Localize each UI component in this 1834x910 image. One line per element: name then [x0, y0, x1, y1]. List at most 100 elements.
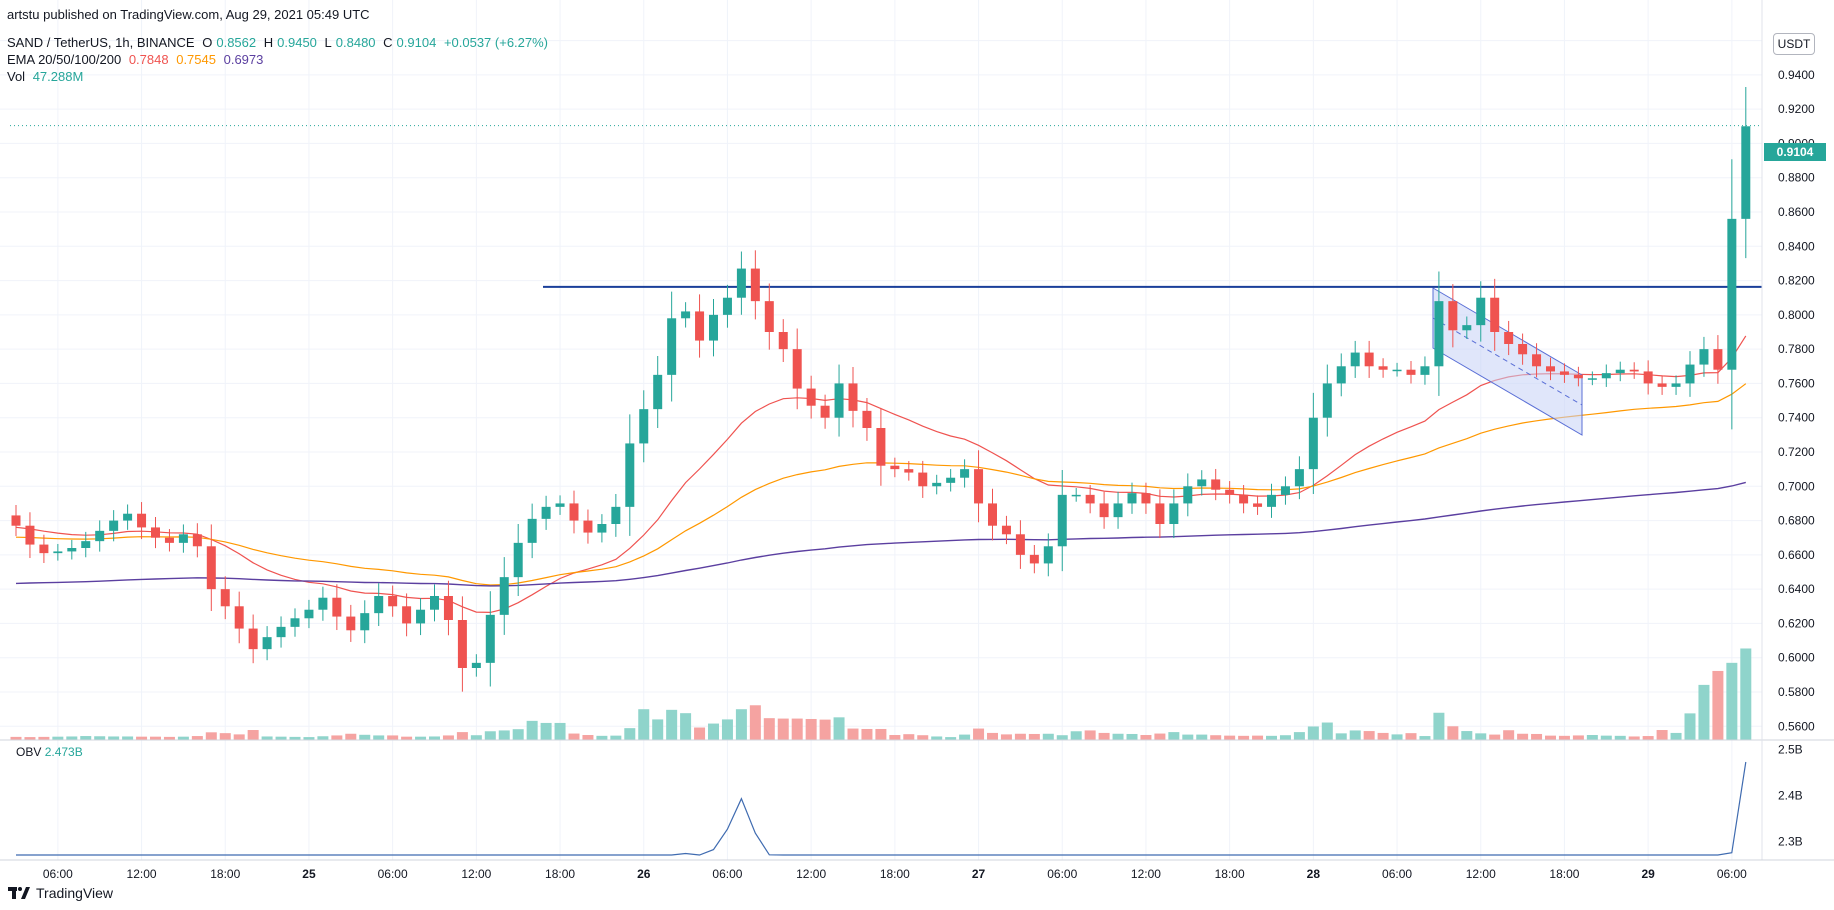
candle-body	[1113, 503, 1123, 518]
volume-bar	[721, 719, 733, 740]
volume-bar	[1307, 726, 1319, 740]
volume-bar	[1321, 722, 1333, 740]
channel-midline	[1432, 317, 1583, 406]
candle-body	[1099, 503, 1109, 518]
symbol-legend[interactable]: SAND / TetherUS, 1h, BINANCE O 0.8562 H 0.…	[7, 35, 552, 50]
price-tick-label: 0.8200	[1778, 274, 1815, 288]
candle-body	[960, 469, 970, 478]
tradingview-brand[interactable]: TradingView	[8, 885, 113, 901]
volume-bar	[833, 717, 845, 740]
time-tick-label: 12:00	[1131, 867, 1161, 881]
volume-bar	[1461, 731, 1473, 740]
candle-body	[25, 525, 35, 545]
candle-body	[862, 410, 872, 428]
obv-label: OBV	[16, 745, 42, 759]
volume-bar	[1182, 734, 1194, 740]
volume-bar	[791, 718, 803, 740]
candle-body	[1532, 354, 1542, 367]
volume-bar	[303, 737, 315, 740]
candle-body	[1043, 546, 1053, 564]
candle-body	[946, 477, 956, 483]
obv-axis: 2.3B 2.4B 2.5B	[1778, 743, 1803, 849]
candle-body	[750, 268, 760, 302]
candle-body	[123, 513, 133, 521]
volume-bar	[875, 728, 887, 740]
candle-body	[178, 534, 188, 543]
price-tick-label: 0.6800	[1778, 514, 1815, 528]
candle-body	[583, 520, 593, 533]
candle-body	[722, 297, 732, 315]
open-value: 0.8562	[216, 35, 257, 50]
candle-body	[1183, 486, 1193, 504]
volume-bar	[889, 735, 901, 740]
volume-bar	[442, 735, 454, 740]
last-price-tag: 0.9104	[1764, 143, 1826, 161]
candle-body	[764, 301, 774, 332]
candle-body	[53, 551, 63, 554]
volume-bar	[1614, 735, 1626, 740]
candle-body	[67, 548, 77, 552]
candle-body	[374, 596, 384, 614]
volume-bar	[191, 736, 203, 740]
volume-bar	[1740, 648, 1752, 740]
time-tick-label: 06:00	[712, 867, 742, 881]
time-tick-label: 12:00	[127, 867, 157, 881]
volume-bar	[1447, 726, 1459, 740]
volume-bar	[80, 736, 92, 740]
ema-legend[interactable]: EMA 20/50/100/200 0.7848 0.7545 0.6973	[7, 52, 267, 67]
currency-button[interactable]: USDT	[1773, 33, 1815, 55]
candle-body	[1546, 366, 1555, 372]
volume-bar	[680, 713, 692, 740]
candle-body	[806, 388, 816, 406]
candle-body	[151, 527, 160, 538]
candle-body	[918, 472, 928, 487]
candle-body	[1420, 366, 1430, 375]
candle-body	[569, 503, 579, 521]
volume-bar	[1489, 734, 1501, 740]
high-value: 0.9450	[277, 35, 317, 50]
ema-label: EMA 20/50/100/200	[7, 52, 122, 67]
candle-body	[1713, 349, 1723, 370]
volume-bar	[1335, 733, 1347, 740]
volume-bar	[1293, 732, 1305, 740]
volume-bar	[94, 736, 106, 740]
volume-bar	[470, 735, 482, 740]
volume-label: Vol	[7, 69, 26, 84]
volume-bar	[1433, 712, 1445, 740]
candle-body	[1601, 373, 1611, 379]
volume-bar	[805, 718, 817, 740]
candle-body	[890, 465, 900, 470]
ema200-value: 0.6973	[223, 52, 264, 67]
price-axis[interactable]: 0.5600 0.5800 0.6000 0.6200 0.6400 0.6600 0.68…	[1778, 34, 1815, 734]
volume-bar	[1014, 733, 1026, 740]
publish-info: artstu published on TradingView.com, Aug…	[7, 7, 370, 22]
candle-body	[109, 520, 119, 531]
volume-bar	[498, 730, 510, 740]
candle-body	[1267, 494, 1276, 507]
candle-body	[1727, 218, 1737, 370]
candle-body	[611, 506, 621, 524]
candle-body	[1504, 332, 1514, 344]
volume-legend[interactable]: Vol 47.288M	[7, 69, 87, 84]
volume-bar	[1391, 734, 1403, 740]
volume-bar	[1670, 732, 1682, 740]
volume-bar	[819, 719, 831, 740]
candle-body	[681, 311, 691, 319]
volume-bar	[1503, 730, 1515, 740]
time-tick-label: 18:00	[1549, 867, 1579, 881]
candle-body	[1657, 383, 1667, 387]
volume-bar	[66, 736, 78, 740]
candle-body	[499, 577, 509, 615]
obv-legend[interactable]: OBV 2.473B	[16, 745, 83, 759]
descending-channel-drawing[interactable]	[1432, 287, 1583, 436]
candle-body	[1629, 369, 1639, 372]
volume-bar	[1475, 733, 1487, 740]
price-tick-label: 0.7200	[1778, 445, 1815, 459]
candle-body	[625, 443, 635, 507]
candle-body	[318, 597, 328, 610]
time-axis[interactable]: 06:00 12:00 18:00 25 06:00 12:00 18:00 26 06:00 1…	[43, 867, 1747, 881]
candle-body	[653, 374, 663, 410]
volume-bar	[1642, 736, 1654, 740]
candle-body	[346, 616, 356, 631]
